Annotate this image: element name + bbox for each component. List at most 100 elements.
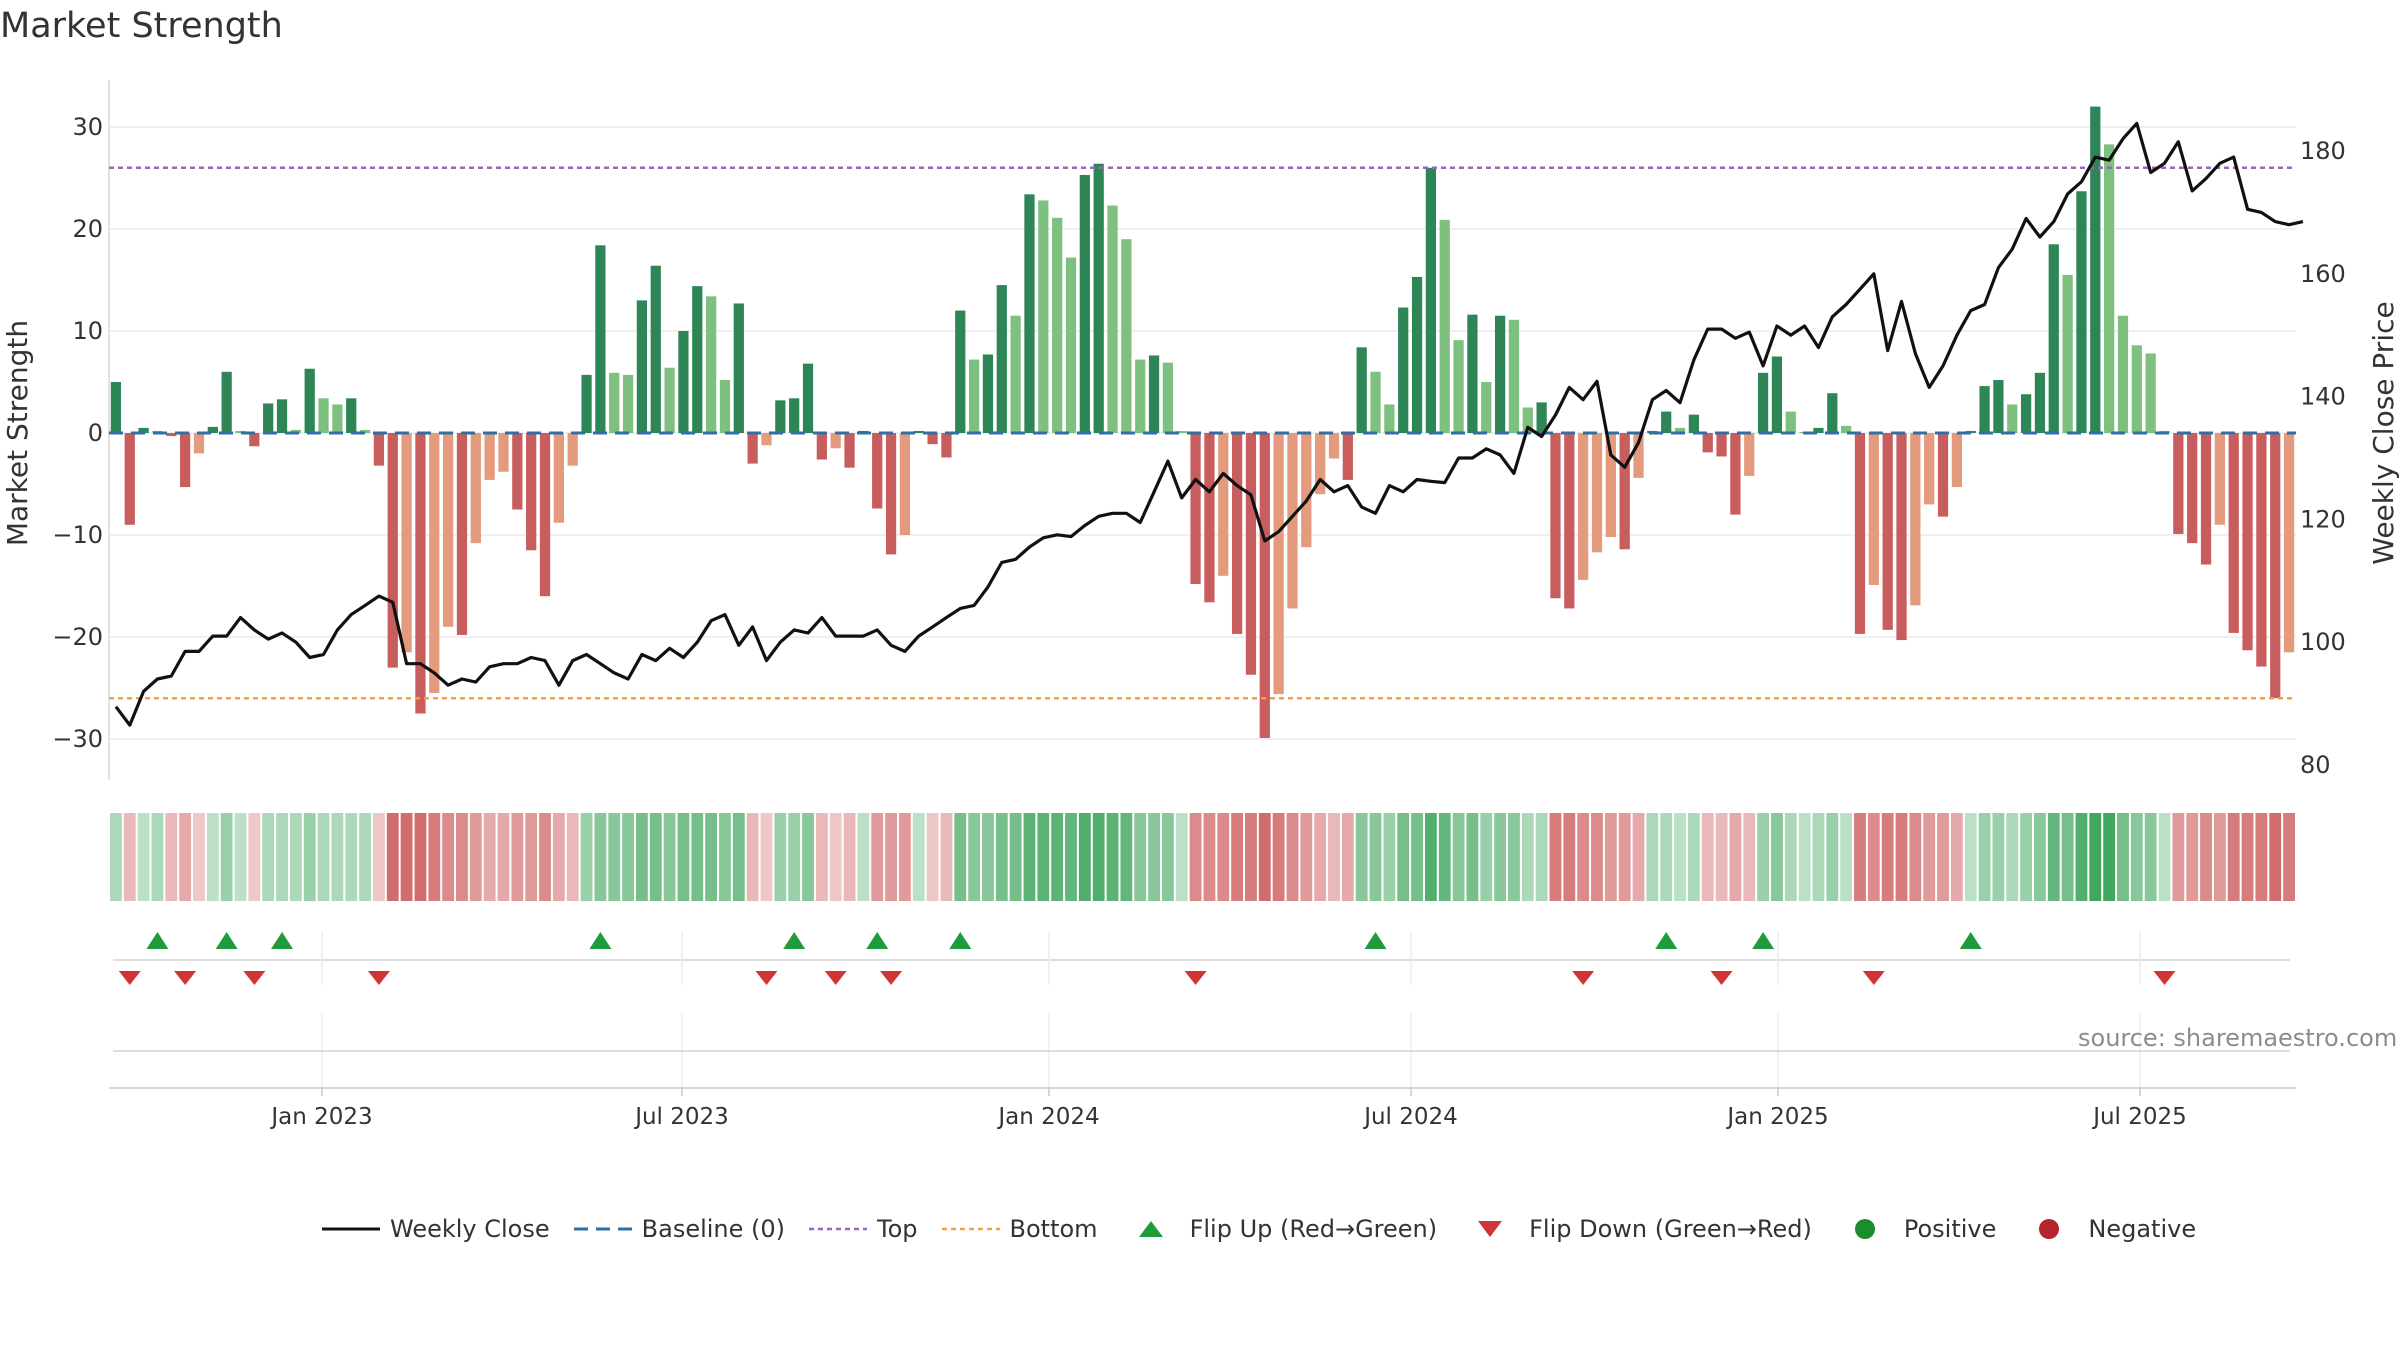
strength-bar — [1481, 382, 1492, 433]
regime-cell — [1632, 813, 1645, 901]
strength-bar — [1315, 433, 1326, 495]
x-tick-label: Jan 2025 — [1725, 1104, 1828, 1130]
regime-cell — [1535, 813, 1548, 901]
regime-cell — [815, 813, 828, 901]
flip-up-marker — [146, 932, 169, 949]
strength-bar — [1287, 433, 1298, 609]
strength-bar — [2007, 404, 2018, 433]
regime-cell — [1078, 813, 1091, 901]
regime-cell — [552, 813, 565, 901]
legend-item-top[interactable]: Top — [807, 1215, 918, 1243]
regime-cell — [1950, 813, 1963, 901]
strength-bar — [443, 433, 454, 627]
regime-cell — [2034, 813, 2046, 901]
flip-down-marker — [880, 971, 903, 985]
regime-cell — [2020, 813, 2033, 901]
regime-cell — [1812, 813, 1825, 901]
legend-label: Weekly Close — [390, 1215, 550, 1243]
regime-cell — [1023, 813, 1036, 901]
regime-cell — [2103, 813, 2116, 901]
legend-item-flip-down[interactable]: Flip Down (Green→Red) — [1459, 1215, 1812, 1243]
regime-cell — [525, 813, 538, 901]
strength-bar — [110, 382, 122, 433]
strength-bar — [1813, 427, 1824, 433]
regime-cell — [1355, 813, 1368, 901]
flip-down-marker — [2153, 971, 2176, 985]
strength-bar — [1342, 433, 1353, 480]
regime-cell — [1092, 813, 1105, 901]
regime-cell — [1328, 813, 1340, 901]
regime-cell — [1701, 813, 1714, 901]
strength-bar — [816, 433, 827, 460]
legend-item-negative[interactable]: Negative — [2018, 1215, 2196, 1243]
strength-bar — [2270, 433, 2281, 699]
flip-up-marker — [1752, 932, 1775, 949]
strength-bar — [664, 367, 675, 433]
regime-cell — [414, 813, 427, 901]
regime-cell — [1341, 813, 1354, 901]
strength-bar — [775, 400, 786, 433]
chart-legend: Weekly Close Baseline (0) Top Bottom Fli… — [320, 1215, 2218, 1243]
regime-cell — [968, 813, 981, 901]
legend-item-bottom[interactable]: Bottom — [940, 1215, 1098, 1243]
y-tick-label-right: 180 — [2300, 137, 2346, 165]
regime-cell — [705, 813, 718, 901]
legend-item-positive[interactable]: Positive — [1834, 1215, 1996, 1243]
strength-bar — [1411, 276, 1423, 433]
strength-bar — [1536, 402, 1547, 433]
regime-cell — [2283, 813, 2295, 901]
strength-bar — [332, 404, 343, 433]
strength-bar — [1508, 319, 1520, 433]
y-tick-label-left: 20 — [72, 215, 103, 243]
flip-up-marker — [783, 932, 806, 949]
legend-item-baseline[interactable]: Baseline (0) — [572, 1215, 785, 1243]
legend-item-flip-up[interactable]: Flip Up (Red→Green) — [1120, 1215, 1437, 1243]
triangle-up-icon — [1120, 1217, 1182, 1241]
regime-cell — [1964, 813, 1977, 901]
regime-cell — [1300, 813, 1313, 901]
regime-cell — [635, 813, 648, 901]
flip-up-marker — [1959, 932, 1982, 949]
strength-bar — [1065, 257, 1077, 433]
regime-cell — [137, 813, 150, 901]
strength-bar — [1107, 205, 1118, 433]
strength-bar — [1467, 314, 1478, 433]
regime-cell — [2158, 813, 2171, 901]
y-tick-label-left: −10 — [52, 521, 103, 549]
strength-bar — [1619, 433, 1630, 550]
y-tick-label-right: 80 — [2300, 751, 2331, 779]
strength-bar — [1093, 163, 1104, 433]
regime-cell — [1881, 813, 1894, 901]
legend-item-weekly-close[interactable]: Weekly Close — [320, 1215, 550, 1243]
regime-cell — [1286, 813, 1299, 901]
strength-bar — [844, 433, 855, 468]
regime-cell — [2130, 813, 2143, 901]
strength-bar — [1079, 174, 1090, 433]
regime-cell — [1577, 813, 1590, 901]
legend-label: Bottom — [1009, 1215, 1098, 1243]
strength-bar — [456, 433, 468, 635]
strength-bar — [595, 245, 606, 433]
regime-cell — [1272, 813, 1285, 901]
strength-bar — [484, 433, 495, 480]
y-tick-label-left: −30 — [52, 725, 103, 753]
regime-cell — [1646, 813, 1659, 901]
regime-cell — [110, 813, 122, 901]
strength-bar — [2048, 244, 2059, 433]
regime-cell — [151, 813, 164, 901]
regime-cell — [1161, 813, 1174, 901]
regime-cell — [1549, 813, 1562, 901]
regime-cell — [1051, 813, 1064, 901]
regime-cell — [954, 813, 967, 901]
regime-cell — [359, 813, 371, 901]
legend-dotted-line-icon — [807, 1217, 869, 1241]
strength-bar — [622, 374, 634, 433]
strength-bar — [124, 433, 135, 525]
strength-bar — [1245, 433, 1257, 675]
regime-cell — [566, 813, 579, 901]
strength-bar — [2214, 433, 2225, 525]
regime-cell — [262, 813, 275, 901]
regime-cell — [1895, 813, 1908, 901]
strength-bar — [1771, 356, 1783, 433]
